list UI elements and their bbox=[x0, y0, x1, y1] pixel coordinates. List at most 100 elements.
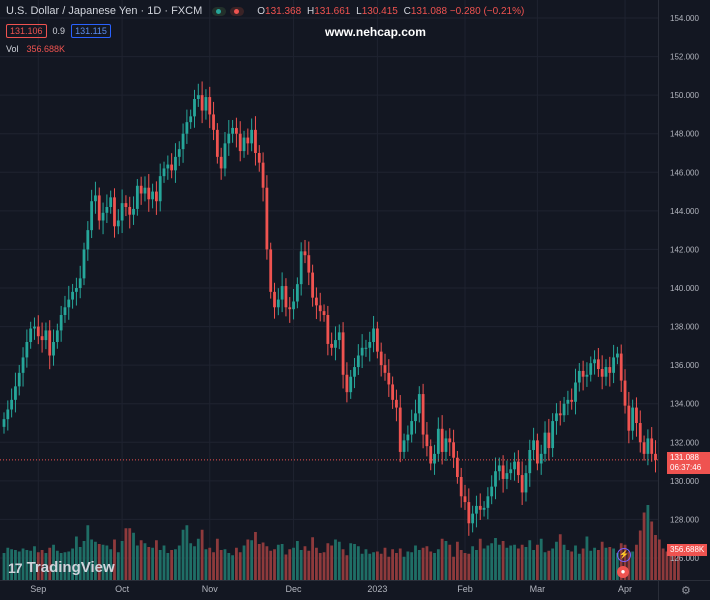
candle-body bbox=[36, 326, 40, 337]
price-tick-label: 132.000 bbox=[670, 438, 699, 447]
volume-bar bbox=[265, 546, 269, 580]
candle-body bbox=[463, 496, 467, 503]
candle-body bbox=[631, 407, 635, 431]
symbol-title[interactable]: U.S. Dollar / Japanese Yen · 1D · FXCM bbox=[6, 5, 203, 17]
candle-body bbox=[124, 203, 128, 207]
volume-bar bbox=[223, 549, 227, 580]
volume-bar bbox=[372, 552, 375, 580]
volume-bar bbox=[676, 551, 680, 580]
settings-gear-icon[interactable]: ⚙ bbox=[681, 585, 691, 597]
volume-bar bbox=[410, 552, 414, 580]
volume-bar bbox=[616, 553, 619, 580]
time-tick-label: Nov bbox=[202, 584, 219, 594]
volume-bar bbox=[196, 538, 200, 580]
price-tick-label: 146.000 bbox=[670, 168, 699, 177]
volume-bar bbox=[48, 547, 52, 580]
volume-bar bbox=[654, 535, 657, 580]
candle-body bbox=[593, 359, 596, 364]
volume-bar bbox=[345, 555, 349, 580]
candle-body bbox=[638, 423, 642, 443]
candle-body bbox=[109, 197, 113, 207]
time-tick-label: Mar bbox=[530, 584, 546, 594]
volume-bar bbox=[497, 544, 501, 580]
volume-bar bbox=[219, 550, 223, 580]
volume-bar bbox=[360, 553, 364, 580]
volume-bar bbox=[166, 553, 170, 580]
volume-bars bbox=[2, 505, 680, 580]
price-tick-label: 126.000 bbox=[670, 554, 699, 563]
volume-bar bbox=[433, 553, 436, 580]
volume-bar bbox=[315, 547, 318, 580]
candle-body bbox=[227, 133, 231, 144]
tradingview-logo[interactable]: 17 TradingView bbox=[8, 559, 115, 576]
candle-body bbox=[600, 369, 604, 377]
volume-bar bbox=[364, 549, 368, 580]
volume-bar bbox=[21, 548, 25, 580]
volume-bar bbox=[292, 547, 295, 580]
candles bbox=[2, 81, 657, 536]
candle-body bbox=[242, 137, 246, 152]
volume-bar bbox=[215, 538, 219, 580]
volume-bar bbox=[379, 553, 383, 580]
change-value: −0.280 (−0.21%) bbox=[449, 5, 525, 17]
candle-body bbox=[482, 507, 486, 510]
candle-body bbox=[162, 168, 166, 177]
candle-body bbox=[231, 127, 234, 134]
volume-bar bbox=[97, 544, 101, 580]
volume-bar bbox=[10, 549, 14, 580]
volume-bar bbox=[646, 505, 650, 580]
buy-button[interactable]: 131.115 bbox=[71, 24, 111, 38]
volume-bar bbox=[280, 544, 284, 580]
price-axis[interactable]: 126.000 128.000 130.000 132.000 134.000 136.0… bbox=[670, 14, 699, 563]
candle-body bbox=[33, 326, 36, 329]
candle-body bbox=[219, 156, 223, 169]
candle-body bbox=[528, 450, 532, 474]
lightning-icon[interactable]: ⚡ bbox=[617, 548, 631, 562]
bar-countdown: 06:37:46 bbox=[670, 463, 702, 472]
candle-body bbox=[532, 440, 535, 450]
volume-bar bbox=[231, 555, 234, 580]
candle-body bbox=[86, 230, 90, 250]
candle-body bbox=[627, 405, 631, 431]
volume-bar bbox=[505, 547, 509, 580]
candle-body bbox=[536, 440, 539, 464]
candle-body bbox=[436, 428, 440, 454]
price-tick-label: 154.000 bbox=[670, 14, 699, 23]
volume-bar bbox=[311, 537, 315, 580]
volume-bar bbox=[589, 550, 593, 580]
sell-button[interactable]: 131.106 bbox=[6, 24, 47, 38]
candle-body bbox=[193, 99, 196, 117]
volume-bar bbox=[238, 552, 242, 580]
volume-bar bbox=[227, 553, 231, 580]
candle-body bbox=[223, 143, 227, 169]
time-axis[interactable]: Sep Oct Nov Dec 2023 Feb Mar Apr bbox=[30, 584, 632, 594]
candle-body bbox=[471, 513, 475, 524]
volume-bar bbox=[425, 546, 429, 580]
volume-bar bbox=[532, 550, 535, 580]
candle-body bbox=[318, 305, 322, 312]
price-tick-label: 144.000 bbox=[670, 207, 699, 216]
event-icon[interactable]: ● bbox=[617, 566, 629, 578]
candle-body bbox=[29, 328, 33, 342]
volume-bar bbox=[82, 541, 86, 580]
candle-body bbox=[303, 251, 307, 256]
candle-body bbox=[566, 399, 570, 404]
candle-body bbox=[562, 403, 566, 416]
candle-body bbox=[204, 97, 208, 111]
candle-body bbox=[494, 471, 497, 487]
volume-bar bbox=[429, 551, 433, 580]
candle-body bbox=[475, 505, 478, 514]
candle-body bbox=[581, 370, 585, 377]
volume-bar bbox=[436, 549, 440, 580]
candle-body bbox=[398, 407, 402, 452]
candle-body bbox=[334, 340, 337, 348]
volume-bar bbox=[471, 546, 475, 580]
volume-bar bbox=[303, 546, 307, 580]
candle-body bbox=[177, 149, 181, 157]
candle-body bbox=[196, 95, 200, 99]
volume-bar bbox=[501, 541, 505, 580]
candle-body bbox=[410, 421, 414, 435]
candle-body bbox=[67, 299, 71, 308]
volume-bar bbox=[551, 548, 555, 580]
